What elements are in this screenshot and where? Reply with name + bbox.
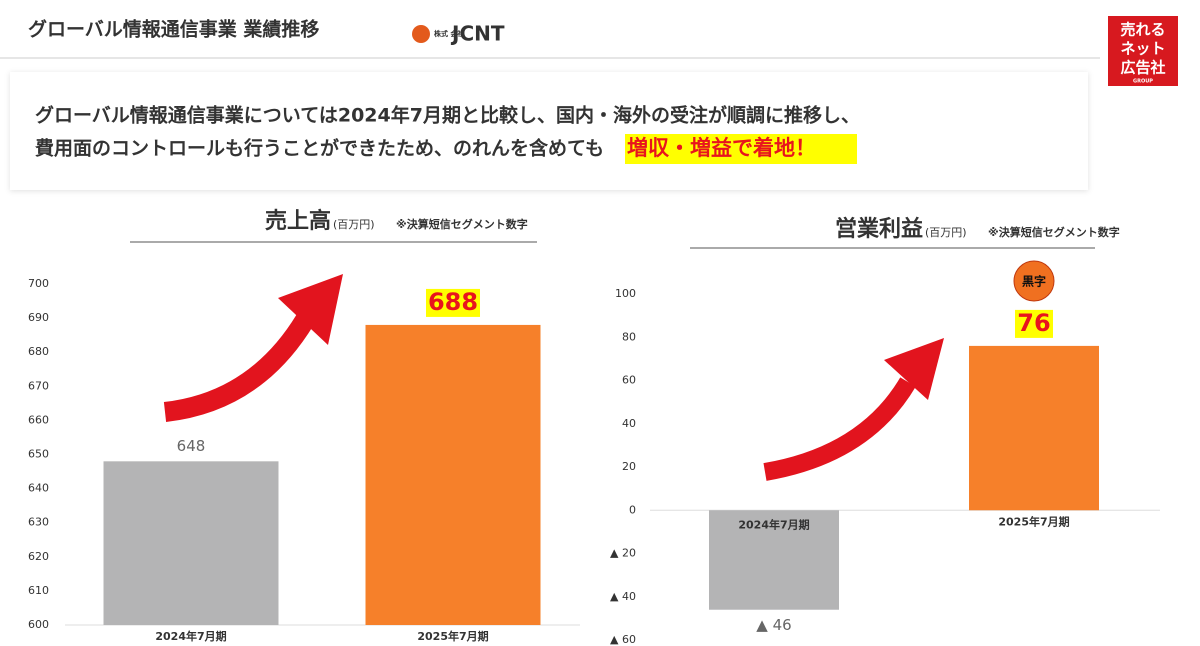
y-tick-label: 670 [28, 379, 49, 392]
bar [365, 324, 541, 625]
y-tick-label: 100 [615, 287, 636, 300]
y-tick-label: 610 [28, 584, 49, 597]
chart-title: 営業利益 [835, 216, 923, 242]
chart-note: ※決算短信セグメント数字 [396, 217, 528, 231]
value-label: 688 [428, 288, 478, 316]
y-tick-label: ▲ 40 [610, 590, 636, 603]
badge [1108, 16, 1178, 86]
logo-small: 株式 会社 [434, 29, 464, 38]
arrow [763, 377, 916, 481]
message-line: 費用面のコントロールも行うことができたため、のれんを含めても [35, 137, 604, 160]
arrow [163, 314, 314, 422]
y-tick-label: 660 [28, 413, 49, 426]
value-label: 76 [1017, 309, 1050, 337]
y-tick-label: 650 [28, 448, 49, 461]
badge-text: GROUP [1133, 79, 1153, 85]
message-line: グローバル情報通信事業については2024年7月期と比較し、国内・海外の受注が順調… [35, 104, 860, 127]
chart-title: 売上高 [265, 208, 331, 234]
y-tick-label: 680 [28, 345, 49, 358]
y-tick-label: ▲ 60 [610, 633, 636, 646]
message-highlight: 増収・増益で着地！ [627, 136, 816, 160]
logo-icon [412, 25, 430, 43]
annotation: 黒字 [1022, 274, 1046, 289]
y-tick-label: 600 [28, 618, 49, 631]
x-tick-label: 2025年7月期 [417, 629, 488, 643]
y-tick-label: 630 [28, 516, 49, 529]
page-title: グローバル情報通信事業 業績推移 [28, 18, 319, 41]
bar [709, 510, 839, 610]
arrow-head [884, 338, 944, 400]
y-tick-label: 620 [28, 550, 49, 563]
x-tick-label: 2024年7月期 [738, 517, 809, 531]
x-tick-label: 2025年7月期 [998, 514, 1069, 528]
value-label-bg [1015, 309, 1053, 338]
annotation-stamp [1013, 260, 1055, 302]
x-tick-label: 2024年7月期 [155, 629, 226, 643]
logo-text: JCNT [450, 22, 505, 46]
value-label-bg [426, 288, 480, 317]
y-tick-label: 700 [28, 277, 49, 290]
y-tick-label: 40 [622, 417, 636, 430]
badge-text: 売れる [1120, 21, 1165, 39]
arrow-head [278, 274, 343, 345]
highlight-bg [625, 134, 857, 164]
y-tick-label: 60 [622, 374, 636, 387]
chart-note: ※決算短信セグメント数字 [988, 225, 1120, 239]
badge-text: ネット [1120, 40, 1165, 58]
bar [103, 461, 279, 625]
chart-unit: (百万円) [925, 226, 967, 239]
y-tick-label: 0 [629, 503, 636, 516]
bar [969, 345, 1099, 511]
message-box [10, 72, 1088, 190]
chart-unit: (百万円) [333, 218, 375, 231]
y-tick-label: 690 [28, 311, 49, 324]
y-tick-label: ▲ 20 [610, 547, 636, 560]
y-tick-label: 20 [622, 460, 636, 473]
y-tick-label: 640 [28, 482, 49, 495]
y-tick-label: 80 [622, 330, 636, 343]
value-label: 648 [177, 437, 206, 455]
value-label: ▲ 46 [756, 616, 791, 634]
badge-text: 広告社 [1120, 59, 1165, 77]
